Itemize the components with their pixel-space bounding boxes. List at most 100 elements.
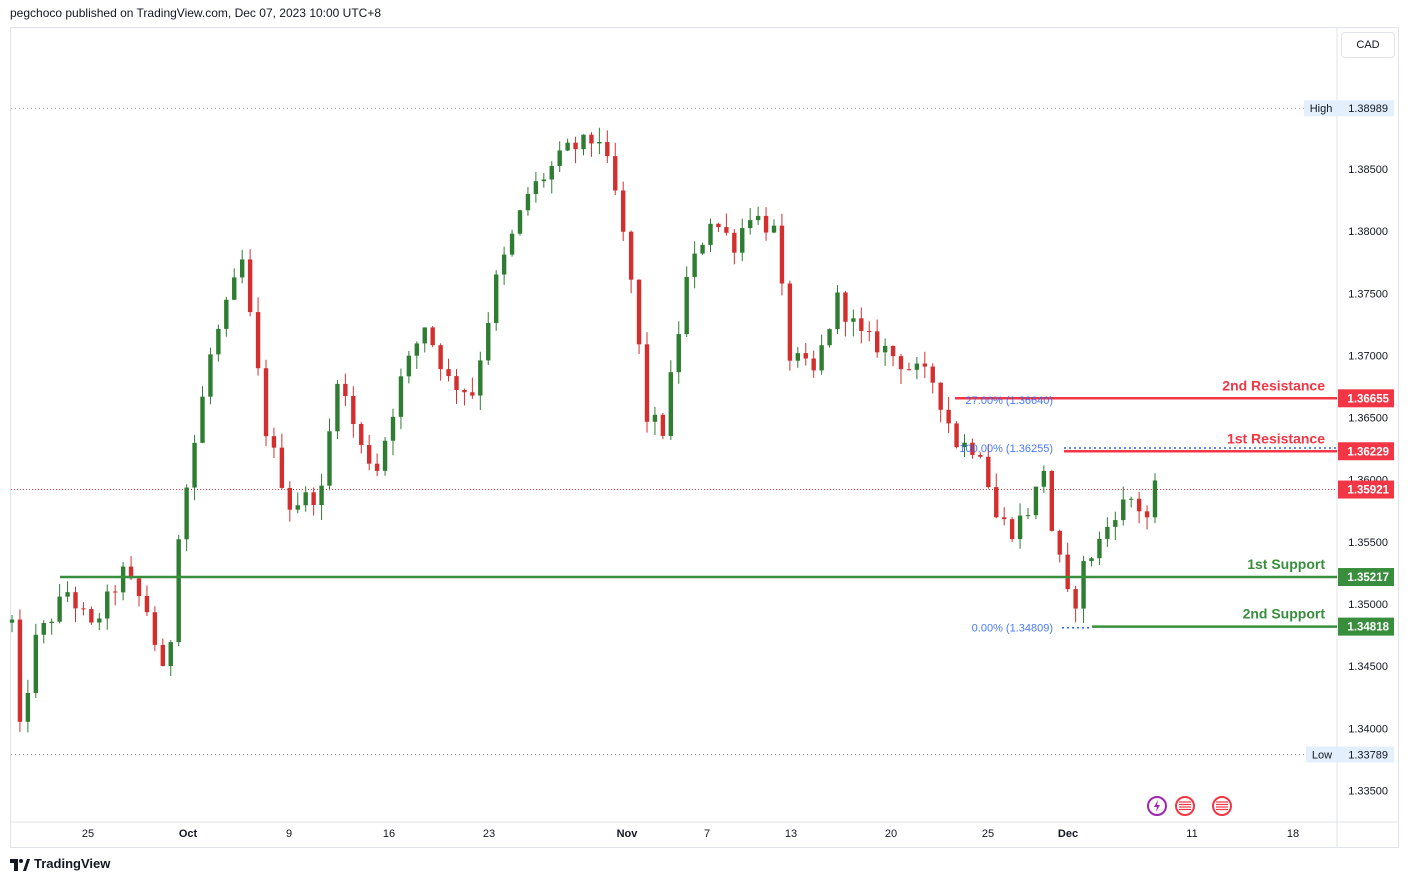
candle-body <box>65 592 70 597</box>
candle-body <box>525 193 531 211</box>
candle-body <box>160 644 166 667</box>
candle-body <box>938 382 943 410</box>
candle-body <box>1136 498 1142 512</box>
level-price-label: 1.34818 <box>1347 622 1389 634</box>
candle-body <box>89 609 94 623</box>
candle-body <box>279 447 285 488</box>
level-price-bg <box>1338 389 1394 408</box>
candle-body <box>581 134 586 150</box>
candle-body <box>493 274 499 324</box>
candle-body <box>1025 515 1031 517</box>
candle-body <box>470 392 475 396</box>
candle-body <box>636 279 642 345</box>
candle-body <box>105 591 110 619</box>
candle-body <box>613 156 618 191</box>
high-tag-bg <box>1304 100 1338 117</box>
candle-body <box>438 345 443 370</box>
candle-body <box>366 445 372 464</box>
x-tick-label: Dec <box>1058 828 1078 840</box>
level-price-label: 1.36655 <box>1347 393 1389 405</box>
candle-body <box>136 578 142 597</box>
x-tick-label: 25 <box>82 828 94 840</box>
candle-body <box>208 354 213 397</box>
candle-body <box>112 591 118 593</box>
candle-body <box>740 228 745 253</box>
y-tick-label: 1.34500 <box>1348 661 1388 673</box>
candle-body <box>41 623 46 635</box>
currency-button[interactable]: CAD <box>1341 32 1395 58</box>
candle-body <box>620 190 626 232</box>
candle-body <box>430 327 435 346</box>
candle-body <box>144 596 150 613</box>
candle-body <box>255 312 261 369</box>
candle-body <box>287 487 293 510</box>
candle-body <box>1033 486 1039 516</box>
candle-body <box>398 376 404 417</box>
high-price-bg <box>1338 100 1394 117</box>
fib-label: 0.00% (1.34809) <box>972 623 1053 635</box>
level-name-label: 1st Support <box>1247 556 1325 572</box>
candle-body <box>549 165 554 180</box>
candle-body <box>779 225 785 284</box>
candle-body <box>644 344 650 422</box>
candle-body <box>120 566 126 593</box>
candle-body <box>652 414 658 422</box>
candle-body <box>930 366 935 383</box>
candle-body <box>755 215 761 221</box>
low-price-bg <box>1338 746 1394 763</box>
tradingview-footer[interactable]: TradingView <box>10 856 110 871</box>
x-tick-label: 25 <box>982 828 994 840</box>
y-tick-label: 1.35000 <box>1348 599 1388 611</box>
candle-body <box>771 225 777 233</box>
candle-body <box>501 254 507 275</box>
candle-body <box>763 215 769 233</box>
high-price-label: 1.38989 <box>1348 103 1388 115</box>
candle-body <box>787 283 793 361</box>
candle-body <box>192 442 197 488</box>
candle-body <box>898 356 904 370</box>
low-price-label: 1.33789 <box>1348 750 1388 762</box>
candle-body <box>168 642 173 667</box>
candle-body <box>994 487 999 518</box>
candle-body <box>271 436 277 448</box>
last-price-label: 1.35921 <box>1347 485 1389 497</box>
candle-body <box>859 318 864 331</box>
candle-body <box>49 621 54 624</box>
candle-body <box>263 368 269 437</box>
candle-body <box>890 345 896 357</box>
candle-body <box>867 330 872 332</box>
candle-body <box>17 619 23 722</box>
y-tick-label: 1.38000 <box>1348 226 1388 238</box>
candle-body <box>295 505 300 510</box>
high-tag-label: High <box>1310 103 1333 115</box>
candle-body <box>914 363 920 370</box>
candle-body <box>851 318 856 322</box>
x-tick-label: 23 <box>483 828 495 840</box>
candle-body <box>747 220 753 229</box>
candle-body <box>478 360 483 396</box>
tradingview-brand: TradingView <box>34 856 111 871</box>
candle-body <box>319 485 324 506</box>
candle-body <box>422 327 427 344</box>
candle-body <box>1128 498 1134 500</box>
candle-body <box>589 134 594 144</box>
x-tick-label: Nov <box>617 828 639 840</box>
candle-body <box>486 323 491 361</box>
candle-body <box>1081 561 1086 609</box>
level-price-bg <box>1338 568 1394 587</box>
candle-body <box>1121 499 1126 521</box>
candle-body <box>827 329 832 346</box>
level-price-label: 1.35217 <box>1347 572 1389 584</box>
candle-body <box>382 440 388 471</box>
candle-body <box>1001 517 1007 520</box>
candle-body <box>73 592 78 609</box>
candle-body <box>128 566 134 579</box>
candle-body <box>1009 519 1015 540</box>
candle-body <box>565 142 570 151</box>
chart-frame[interactable] <box>10 27 1399 848</box>
candle-body <box>811 358 816 371</box>
x-tick-label: 9 <box>286 828 292 840</box>
candle-body <box>843 292 848 322</box>
candle-body <box>152 612 158 645</box>
